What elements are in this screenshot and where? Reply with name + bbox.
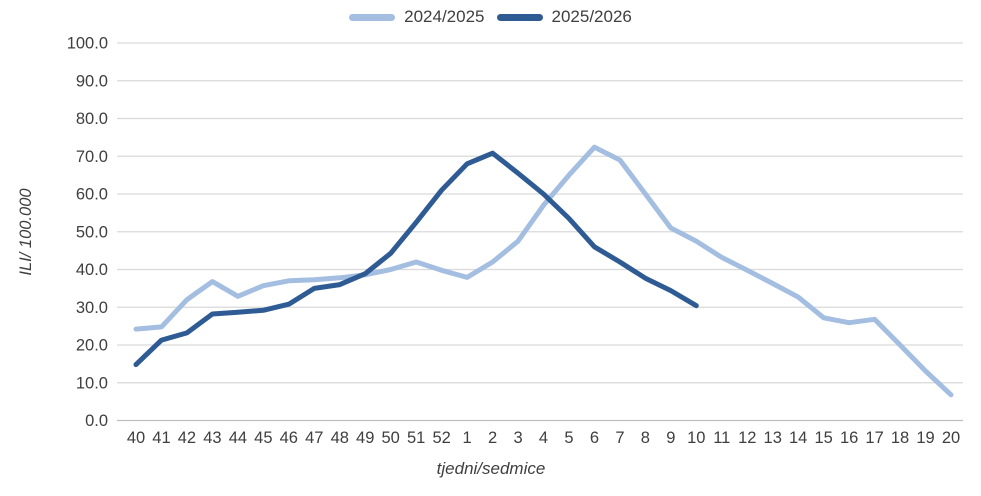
x-tick-label-42: 42: [178, 429, 196, 447]
legend-swatch-2025-2026: [496, 13, 543, 21]
x-tick-label-5: 5: [564, 429, 573, 447]
y-tick-label-100.0: 100.0: [67, 35, 108, 53]
x-tick-label-50: 50: [382, 429, 400, 447]
y-axis-title: ILI/ 100.000: [17, 188, 35, 276]
series-line-2025-2026: [133, 150, 699, 368]
legend-label-2025-2026: 2025/2026: [551, 7, 632, 26]
x-tick-label-15: 15: [814, 429, 832, 447]
x-tick-label-8: 8: [641, 429, 650, 447]
y-tick-label-50.0: 50.0: [76, 223, 108, 241]
y-tick-label-70.0: 70.0: [76, 148, 108, 166]
y-tick-label-90.0: 90.0: [76, 72, 108, 90]
x-tick-label-13: 13: [764, 429, 782, 447]
y-tick-label-30.0: 30.0: [76, 299, 108, 317]
x-tick-label-1: 1: [463, 429, 472, 447]
x-tick-label-3: 3: [513, 429, 522, 447]
x-tick-label-2: 2: [488, 429, 497, 447]
x-tick-label-43: 43: [203, 429, 221, 447]
y-tick-label-10.0: 10.0: [76, 374, 108, 392]
x-tick-label-6: 6: [590, 429, 599, 447]
x-tick-label-14: 14: [789, 429, 807, 447]
x-tick-label-49: 49: [356, 429, 374, 447]
x-axis-title: tjedni/sedmice: [436, 459, 546, 478]
x-tick-label-40: 40: [127, 429, 145, 447]
x-tick-label-44: 44: [229, 429, 247, 447]
x-tick-label-48: 48: [331, 429, 349, 447]
x-tick-label-19: 19: [916, 429, 934, 447]
x-tick-label-45: 45: [254, 429, 272, 447]
x-tick-label-4: 4: [539, 429, 548, 447]
y-tick-label-60.0: 60.0: [76, 186, 108, 204]
y-tick-label-40.0: 40.0: [76, 261, 108, 279]
x-tick-label-12: 12: [738, 429, 756, 447]
legend-label-2024-2025: 2024/2025: [404, 7, 485, 26]
x-tick-label-52: 52: [432, 429, 450, 447]
x-tick-label-20: 20: [942, 429, 960, 447]
x-tick-label-9: 9: [666, 429, 675, 447]
legend-swatch-2024-2025: [349, 13, 396, 21]
x-tick-label-18: 18: [891, 429, 909, 447]
x-tick-label-41: 41: [152, 429, 170, 447]
y-tick-label-20.0: 20.0: [76, 337, 108, 355]
x-tick-label-11: 11: [713, 429, 730, 447]
x-tick-label-17: 17: [865, 429, 883, 447]
x-tick-label-16: 16: [840, 429, 858, 447]
x-tick-label-10: 10: [687, 429, 705, 447]
x-tick-label-51: 51: [407, 429, 425, 447]
chart-legend: 2024/2025 2025/2026: [0, 7, 981, 27]
x-tick-label-47: 47: [305, 429, 323, 447]
series-line-2024-2025: [133, 144, 954, 398]
x-tick-label-46: 46: [280, 429, 298, 447]
legend-item-2025-2026: 2025/2026: [496, 7, 632, 27]
y-tick-label-80.0: 80.0: [76, 110, 108, 128]
legend-item-2024-2025: 2024/2025: [349, 7, 485, 27]
y-tick-label-0.0: 0.0: [85, 412, 108, 430]
x-tick-label-7: 7: [615, 429, 624, 447]
